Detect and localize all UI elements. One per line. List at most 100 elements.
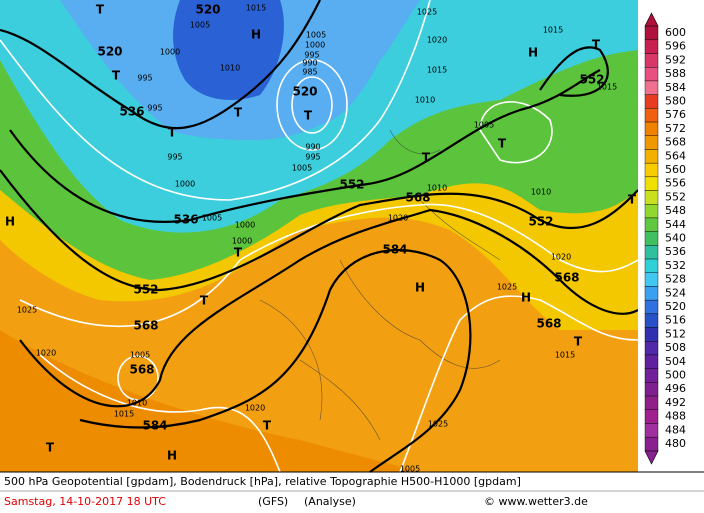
colorbar-label: 540 xyxy=(665,232,686,245)
colorbar-label: 496 xyxy=(665,382,686,395)
feature-label: 552 xyxy=(579,73,604,87)
isobar xyxy=(19,203,639,328)
colorbar-swatch xyxy=(644,162,659,178)
feature-label: 552 xyxy=(133,283,158,297)
feature-label: 568 xyxy=(536,317,561,331)
isobar xyxy=(117,355,159,401)
pressure-label: 1010 xyxy=(127,399,147,408)
feature-label: T xyxy=(200,294,209,308)
colorbar-swatch xyxy=(644,135,659,150)
colorbar-label: 508 xyxy=(665,341,686,354)
colorbar: 6005965925885845805765725685645605565525… xyxy=(644,12,686,465)
feature-label: 552 xyxy=(528,215,553,229)
model: (GFS) xyxy=(258,495,288,508)
feature-label: 568 xyxy=(133,319,158,333)
pressure-label: 1005 xyxy=(400,465,420,474)
pressure-label: 1005 xyxy=(292,164,312,173)
colorbar-label: 600 xyxy=(665,26,686,39)
pressure-label: 995 xyxy=(305,153,320,162)
pressure-label: 1020 xyxy=(388,214,408,223)
feature-label: 568 xyxy=(405,191,430,205)
colorbar-swatch xyxy=(644,25,659,41)
pressure-label: 985 xyxy=(302,68,317,77)
colorbar-label: 500 xyxy=(665,369,686,382)
feature-label: 568 xyxy=(129,363,154,377)
colorbar-label: 584 xyxy=(665,81,686,94)
feature-label: H xyxy=(251,28,261,42)
colorbar-swatch xyxy=(644,121,659,136)
colorbar-swatch xyxy=(644,382,659,397)
colorbar-swatch xyxy=(644,176,659,191)
colorbar-swatch xyxy=(644,272,659,287)
pressure-label: 1000 xyxy=(232,237,252,246)
pressure-label: 1005 xyxy=(190,21,210,30)
colorbar-swatch xyxy=(644,409,659,424)
isobar xyxy=(479,101,553,164)
pressure-label: 990 xyxy=(305,143,320,152)
colorbar-label: 532 xyxy=(665,259,686,272)
colorbar-swatch xyxy=(644,395,659,410)
feature-label: T xyxy=(46,441,55,455)
pressure-label: 1015 xyxy=(246,4,266,13)
pressure-label: 1005 xyxy=(474,121,494,130)
colorbar-label: 556 xyxy=(665,177,686,190)
isobar xyxy=(39,354,281,473)
colorbar-swatch xyxy=(644,341,659,356)
blue-field xyxy=(173,0,284,100)
pressure-label: 1000 xyxy=(235,221,255,230)
isobar xyxy=(291,76,333,134)
date: Samstag, 14-10-2017 18 UTC xyxy=(4,495,166,508)
colorbar-label: 516 xyxy=(665,314,686,327)
colorbar-label: 564 xyxy=(665,149,686,162)
colorbar-swatch xyxy=(644,354,659,369)
height-contour xyxy=(0,0,321,130)
isobar xyxy=(0,0,431,201)
credit: © www.wetter3.de xyxy=(484,495,588,508)
feature-label: H xyxy=(521,291,531,305)
pressure-label: 1025 xyxy=(17,306,37,315)
colorbar-swatch xyxy=(644,53,659,68)
feature-label: T xyxy=(304,109,313,123)
pressure-label: 1020 xyxy=(427,36,447,45)
feature-label: T xyxy=(96,3,105,17)
height-contour xyxy=(0,169,639,292)
pressure-label: 1010 xyxy=(531,188,551,197)
feature-label: T xyxy=(168,126,177,140)
feature-label: 552 xyxy=(339,178,364,192)
colorbar-label: 588 xyxy=(665,67,686,80)
colorbar-swatch xyxy=(644,327,659,342)
pressure-label: 1000 xyxy=(305,41,325,50)
colorbar-swatch xyxy=(644,436,659,452)
feature-label: T xyxy=(234,106,243,120)
feature-label: 584 xyxy=(382,243,407,257)
pressure-label: 1025 xyxy=(497,283,517,292)
colorbar-swatch xyxy=(644,286,659,301)
colorbar-swatch xyxy=(644,94,659,109)
caption: 500 hPa Geopotential [gpdam], Bodendruck… xyxy=(4,475,521,488)
colorbar-label: 536 xyxy=(665,245,686,258)
colorbar-swatch xyxy=(644,190,659,205)
colorbar-swatch xyxy=(644,231,659,246)
colorbar-label: 576 xyxy=(665,108,686,121)
isobar xyxy=(276,59,348,151)
colorbar-label: 492 xyxy=(665,396,686,409)
feature-label: H xyxy=(167,449,177,463)
colorbar-label: 512 xyxy=(665,327,686,340)
pressure-label: 1005 xyxy=(202,214,222,223)
pressure-label: 1020 xyxy=(551,253,571,262)
pressure-label: 995 xyxy=(137,74,152,83)
height-contour xyxy=(539,46,609,97)
pressure-label: 995 xyxy=(147,104,162,113)
isobar xyxy=(399,295,639,473)
colorbar-swatch xyxy=(644,108,659,123)
pressure-label: 1025 xyxy=(428,420,448,429)
colorbar-label: 592 xyxy=(665,53,686,66)
pressure-label: 1010 xyxy=(220,64,240,73)
feature-label: 568 xyxy=(554,271,579,285)
height-contour xyxy=(9,69,601,223)
feature-label: T xyxy=(234,246,243,260)
colorbar-swatch xyxy=(644,217,659,232)
